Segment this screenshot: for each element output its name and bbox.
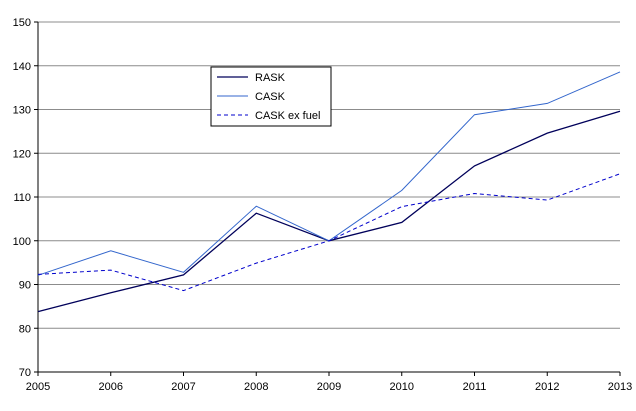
x-tick-label: 2010: [390, 381, 414, 393]
x-tick-label: 2012: [535, 381, 559, 393]
legend: RASK CASK CASK ex fuel: [210, 66, 332, 127]
y-tick-label: 130: [13, 105, 31, 117]
series-lines: [37, 71, 621, 313]
y-tick-label: 110: [13, 192, 31, 204]
legend-label: CASK ex fuel: [255, 110, 320, 122]
x-tick-label: 2011: [463, 381, 487, 393]
series-line-cask-ex-fuel: [37, 173, 621, 292]
x-tick-label: 2006: [99, 381, 123, 393]
y-tick-label: 140: [13, 61, 31, 73]
x-tick-label: 2013: [608, 381, 632, 393]
x-tick-labels: 2005 2006 2007 2008 2009 2010 2011 2012 2013: [26, 372, 632, 393]
legend-label: RASK: [255, 72, 286, 84]
y-tick-labels: 70 80 90 100 110 120 130 140 150: [13, 17, 38, 379]
y-tick-label: 120: [13, 148, 31, 160]
x-tick-label: 2009: [317, 381, 341, 393]
y-tick-label: 90: [19, 280, 31, 292]
y-tick-label: 70: [19, 367, 31, 379]
series-line-rask: [37, 110, 621, 313]
x-tick-label: 2008: [244, 381, 268, 393]
y-tick-label: 150: [13, 17, 31, 29]
x-tick-label: 2007: [171, 381, 195, 393]
x-tick-label: 2005: [26, 381, 50, 393]
y-tick-label: 80: [19, 323, 31, 335]
legend-label: CASK: [255, 91, 286, 103]
y-tick-label: 100: [13, 236, 31, 248]
